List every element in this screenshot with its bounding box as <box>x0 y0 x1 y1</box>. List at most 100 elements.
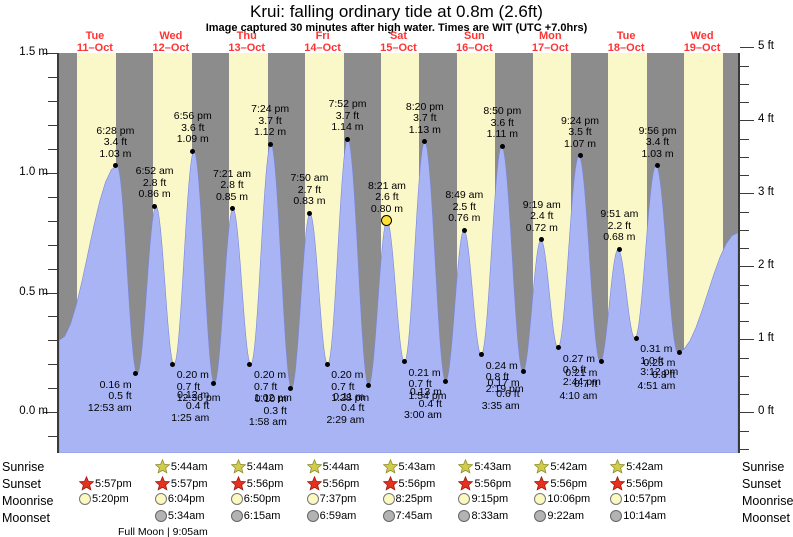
moonset-entry-2: 6:59am <box>306 510 356 522</box>
y-label-right-2: 3 ft <box>758 186 774 199</box>
tide-metres: 0.12 m <box>177 388 210 401</box>
sunset-star-icon <box>230 475 247 491</box>
sunset-entry-0: 5:57pm <box>78 475 132 491</box>
high-tide-label: 7:24 pm 3.7 ft 1.12 m <box>225 104 315 139</box>
sunrise-star-icon <box>382 458 398 474</box>
moonrise-time: 9:15pm <box>471 493 509 505</box>
moonrise-row-label-left: Moonrise <box>2 494 54 508</box>
tide-time: 7:52 pm <box>328 98 367 111</box>
sunrise-star-icon <box>458 458 474 474</box>
tide-time: 12:53 am <box>87 401 132 414</box>
sunset-time: 5:57pm <box>95 477 132 490</box>
day-header-2: Thu 13–Oct <box>207 30 287 54</box>
y-tick-left-minor <box>48 436 57 438</box>
moonrise-circle-icon <box>534 493 547 505</box>
low-tide-marker <box>133 371 139 377</box>
sunrise-entry-6: 5:42am <box>609 458 663 474</box>
tide-feet: 2.2 ft <box>607 219 632 232</box>
tide-feet: 2.4 ft <box>530 210 554 223</box>
moonset-time: 9:22am <box>547 510 585 522</box>
tide-feet: 0.9 ft <box>562 364 587 377</box>
sunset-entry-7: 5:56pm <box>609 475 663 491</box>
day-name: Wed <box>690 30 714 42</box>
sunset-star-icon <box>533 475 550 491</box>
moonrise-entry-4: 8:25pm <box>382 493 432 505</box>
sunrise-time: 5:43am <box>398 460 436 473</box>
low-tide-marker <box>556 345 562 351</box>
low-tide-label: 0.20 m 0.7 ft 1:02 pm <box>254 370 334 405</box>
tide-time: 7:50 am <box>290 172 329 185</box>
day-date: 16–Oct <box>456 42 493 54</box>
tide-feet: 3.7 ft <box>335 109 360 122</box>
high-tide-marker <box>190 148 196 154</box>
tide-feet: 2.7 ft <box>297 183 322 196</box>
moonrise-time: 10:57pm <box>623 493 667 505</box>
tide-plot-area <box>57 53 740 453</box>
tide-metres: 1.03 m <box>99 147 132 160</box>
tide-feet: 2.5 ft <box>452 200 476 213</box>
tide-time: 1:58 am <box>248 416 287 429</box>
sunset-star-icon <box>458 475 474 491</box>
day-header-5: Sun 16–Oct <box>434 30 514 54</box>
sunset-entry-6: 5:56pm <box>533 475 587 491</box>
low-tide-label: 0.12 m 0.4 ft 1:25 am <box>129 388 210 425</box>
sunrise-time: 5:43am <box>474 460 512 473</box>
tide-feet: 3.6 ft <box>181 121 205 134</box>
high-tide-label: 8:50 pm 3.6 ft 1.11 m <box>457 106 547 141</box>
y-label-right-1: 4 ft <box>758 113 774 126</box>
tide-feet: 3.6 ft <box>490 116 514 129</box>
low-tide-marker <box>443 378 449 384</box>
low-tide-marker <box>247 361 253 367</box>
high-tide-label: 7:52 pm 3.7 ft 1.14 m <box>302 99 392 134</box>
moonset-entry-5: 9:22am <box>534 510 584 522</box>
moonrise-entry-3: 7:37pm <box>306 493 356 505</box>
tide-metres: 0.25 m <box>643 357 676 370</box>
sunset-entry-5: 5:56pm <box>458 475 511 491</box>
y-tick-right-major <box>740 266 754 268</box>
day-date: 17–Oct <box>531 42 569 54</box>
low-tide-label: 0.16 m 0.5 ft 12:53 am <box>52 379 132 415</box>
tide-time: 3:00 am <box>403 409 442 422</box>
high-tide-marker <box>229 206 235 212</box>
high-tide-label: 9:56 pm 3.4 ft 1.03 m <box>613 125 703 161</box>
tide-feet: 1.0 ft <box>640 354 664 367</box>
day-header-8: Wed 19–Oct <box>662 30 742 54</box>
tide-time: 12:36 pm <box>176 392 221 405</box>
tide-metres: 0.24 m <box>485 359 518 372</box>
y-tick-left-minor <box>48 124 57 126</box>
sunset-row-label-left: Sunset <box>2 477 41 491</box>
y-tick-right-minor <box>740 102 749 103</box>
high-tide-marker <box>422 139 428 145</box>
y-label-left-0: 1.5 m <box>19 46 48 58</box>
tide-metres: 0.11 m <box>333 390 365 403</box>
tide-feet: 0.7 ft <box>574 378 598 391</box>
sunrise-star-icon <box>154 458 171 474</box>
high-tide-marker <box>344 136 350 142</box>
tide-time: 6:28 pm <box>96 124 135 137</box>
y-tick-right-minor <box>740 83 749 85</box>
day-date: 13–Oct <box>228 42 266 54</box>
tide-feet: 2.8 ft <box>220 179 244 192</box>
y-tick-left-minor <box>48 196 57 198</box>
moonrise-time: 6:04pm <box>167 493 205 505</box>
sunrise-time: 5:42am <box>626 460 663 473</box>
tide-time: 9:19 am <box>522 198 561 211</box>
low-tide-marker <box>633 335 639 341</box>
low-tide-marker <box>479 352 485 358</box>
tide-feet: 0.6 ft <box>496 388 520 401</box>
sunrise-entry-2: 5:44am <box>306 458 359 474</box>
tide-time: 6:52 am <box>135 165 174 178</box>
tide-time: 1:54 pm <box>408 389 447 402</box>
low-tide-marker <box>170 361 176 367</box>
sunrise-time: 5:44am <box>246 460 284 473</box>
y-tick-right-major <box>740 412 754 414</box>
y-tick-right-major <box>740 193 754 195</box>
low-tide-label: 0.27 m 0.9 ft 2:44 pm <box>562 353 643 389</box>
y-tick-right-minor <box>740 321 749 323</box>
low-tide-marker <box>598 359 604 365</box>
tide-metres: 0.86 m <box>138 188 171 201</box>
moonrise-entry-5: 9:15pm <box>458 493 508 505</box>
tide-metres: 0.20 m <box>331 369 364 382</box>
sunrise-entry-4: 5:43am <box>458 458 512 474</box>
sunset-time: 5:57pm <box>170 477 208 490</box>
